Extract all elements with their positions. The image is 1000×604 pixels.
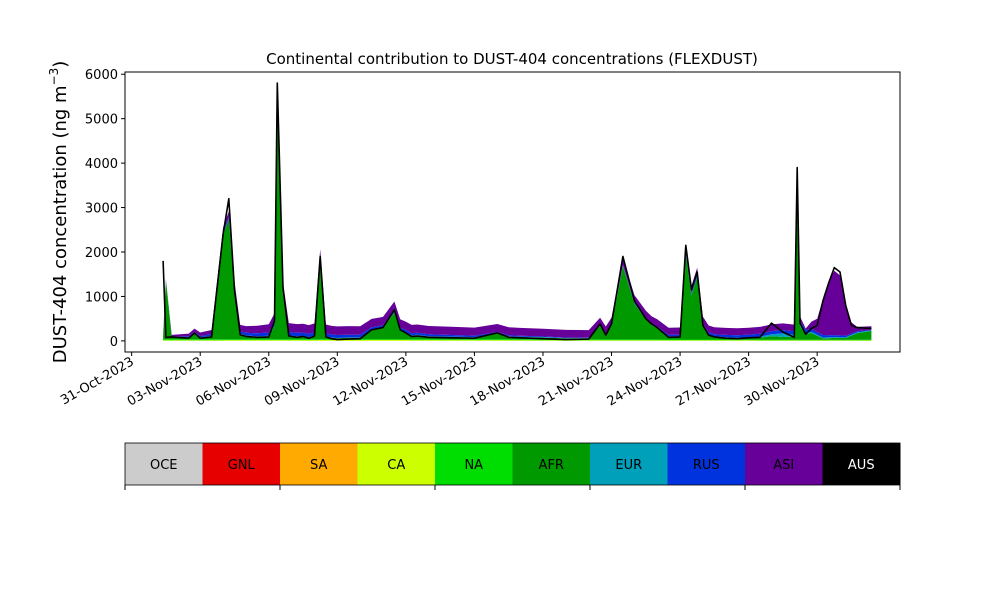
y-tick-label: 2000 [85,246,118,261]
x-tick-label: 09-Nov-2023 [262,354,342,409]
legend-frame [124,442,901,486]
legend-swatch-sa [280,443,358,485]
x-tick-label: 27-Nov-2023 [673,354,753,409]
x-tick-label: 06-Nov-2023 [193,354,273,409]
y-tick-label: 1000 [85,290,118,305]
legend-swatch-eur [590,443,668,485]
y-tick-label: 4000 [85,157,118,172]
legend-label-oce: OCE [150,458,178,473]
plot-frame [124,71,901,353]
total-line-group [162,82,872,341]
legend-swatch-aus [822,443,901,485]
x-tick-label: 12-Nov-2023 [331,354,411,409]
x-axis: 31-Oct-202303-Nov-202306-Nov-202309-Nov-… [58,352,822,409]
y-tick-label: 3000 [85,202,118,217]
x-tick-label: 24-Nov-2023 [605,354,685,409]
legend-swatch-na [435,443,513,485]
x-tick-label: 30-Nov-2023 [742,354,822,409]
y-tick-label: 0 [110,335,118,350]
x-tick-label: 21-Nov-2023 [536,354,616,409]
y-axis-label: DUST-404 concentration (ng m−3) [47,61,71,364]
total-line [162,82,872,341]
x-tick-label: 18-Nov-2023 [468,354,548,409]
legend-label-asi: ASI [773,458,794,473]
y-tick-label: 5000 [85,113,118,128]
legend-label-aus: AUS [848,458,875,473]
legend: OCE GNL SA CA NA AFR EUR RUS ASI AUS [124,442,901,490]
stacked-areas [163,93,872,341]
area-afr [163,105,872,340]
legend-swatch-gnl [202,443,281,485]
legend-label-na: NA [464,458,483,473]
x-tick-label: 15-Nov-2023 [399,354,479,409]
legend-label-ca: CA [387,458,405,473]
legend-label-sa: SA [310,458,327,473]
legend-label-afr: AFR [539,458,564,473]
legend-swatch-afr [512,443,591,485]
area-eur [163,105,872,339]
area-asi [163,93,872,338]
y-axis-label-exponent: −3 [47,68,61,86]
y-tick-label: 6000 [85,68,118,83]
legend-label-eur: EUR [615,458,642,473]
chart-title: Continental contribution to DUST-404 con… [266,50,758,68]
y-axis: 0 1000 2000 3000 4000 5000 6000 [85,68,125,350]
area-rus [163,102,872,338]
legend-swatch-oce [125,443,203,485]
legend-swatch-rus [667,443,746,485]
x-tick-label: 03-Nov-2023 [125,354,205,409]
legend-swatch-asi [745,443,823,485]
legend-swatch-ca [357,443,436,485]
y-axis-label-close: ) [50,61,71,68]
legend-label-rus: RUS [693,458,720,473]
y-axis-label-main: DUST-404 concentration (ng m [50,85,71,363]
legend-label-gnl: GNL [228,458,256,473]
